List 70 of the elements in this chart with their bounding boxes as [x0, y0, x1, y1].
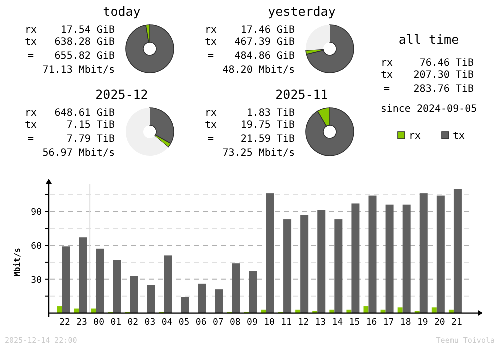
- text: 56.97 Mbit/s: [42, 148, 115, 159]
- text: rx: [380, 58, 394, 69]
- legend-label: tx: [453, 131, 466, 142]
- text: tx: [204, 37, 218, 48]
- x-tick-label: 08: [230, 318, 241, 328]
- text: =: [28, 51, 34, 62]
- x-tick-label: 07: [212, 318, 224, 328]
- x-tick-label: 09: [247, 318, 258, 328]
- x-tick-label: 06: [196, 318, 207, 328]
- x-tick-label: 15: [349, 318, 360, 328]
- text: =: [208, 51, 214, 62]
- y-tick-label: 90: [31, 208, 42, 218]
- chart-title: yesterday: [268, 4, 336, 19]
- x-tick-label: 11: [281, 318, 292, 328]
- text: 283.76 TiB: [414, 84, 474, 95]
- chart-title: 2025-12: [96, 87, 148, 102]
- x-tick-label: 14: [332, 318, 344, 328]
- text: tx: [24, 120, 38, 131]
- text: =: [28, 134, 34, 145]
- x-tick-label: 02: [128, 318, 139, 328]
- text: 207.30 TiB: [414, 70, 474, 81]
- text: 76.46 TiB: [420, 58, 474, 69]
- text: tx: [204, 120, 218, 131]
- x-tick-label: 04: [162, 318, 173, 328]
- text: 21.59 TiB: [240, 134, 295, 145]
- y-tick-label: 30: [31, 276, 42, 286]
- x-tick-label: 05: [178, 318, 190, 328]
- chart-title: today: [103, 4, 142, 19]
- y-axis-title: Mbit/s: [13, 248, 22, 277]
- text: =: [208, 134, 214, 145]
- text: 638.28 GiB: [54, 37, 115, 48]
- x-tick-label: 21: [452, 318, 462, 328]
- text: 17.46 GiB: [240, 25, 295, 36]
- x-tick-label: 00: [94, 318, 105, 328]
- x-tick-label: 01: [110, 318, 122, 328]
- x-tick-label: 12: [298, 318, 310, 328]
- x-tick-label: 22: [60, 318, 70, 328]
- text: since 2024-09-05: [380, 104, 478, 115]
- text: 73.25 Mbit/s: [222, 148, 295, 159]
- text: rx: [24, 108, 38, 119]
- x-tick-label: 18: [400, 318, 412, 328]
- chart-title: 2025-11: [276, 87, 328, 102]
- text: tx: [380, 70, 394, 81]
- x-tick-label: 10: [264, 318, 275, 328]
- text: 7.15 TiB: [66, 120, 115, 131]
- x-tick-label: 13: [315, 318, 326, 328]
- x-tick-label: 20: [434, 318, 446, 328]
- text: 48.20 Mbit/s: [222, 65, 295, 76]
- text: 19.75 TiB: [240, 120, 295, 131]
- text: 7.79 TiB: [66, 134, 115, 145]
- text: 648.61 GiB: [54, 108, 115, 119]
- text: 17.54 GiB: [60, 25, 115, 36]
- legend-label: rx: [409, 131, 422, 142]
- text: rx: [204, 25, 218, 36]
- text: 1.83 TiB: [246, 108, 295, 119]
- x-tick-label: 23: [76, 318, 88, 328]
- text: all time: [398, 32, 460, 47]
- text: rx: [204, 108, 218, 119]
- x-tick-label: 19: [417, 318, 428, 328]
- text: 484.86 GiB: [234, 51, 295, 62]
- x-tick-label: 03: [144, 318, 156, 328]
- y-tick-label: 60: [31, 242, 42, 252]
- x-tick-label: 16: [366, 318, 378, 328]
- text: rx: [24, 25, 38, 36]
- text: tx: [24, 37, 38, 48]
- text: 467.39 GiB: [234, 37, 295, 48]
- x-tick-label: 17: [383, 318, 394, 328]
- text: =: [384, 84, 390, 95]
- text: 655.82 GiB: [54, 51, 115, 62]
- text: 71.13 Mbit/s: [42, 65, 115, 76]
